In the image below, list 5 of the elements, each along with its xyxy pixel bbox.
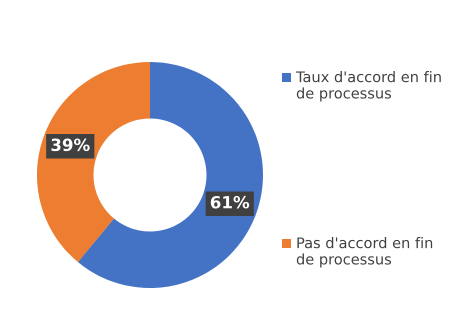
legend-label: Taux d'accord en fin de processus bbox=[296, 71, 441, 102]
data-label: 39% bbox=[51, 138, 90, 152]
donut-slice bbox=[37, 62, 150, 262]
legend-label: Pas d'accord en fin de processus bbox=[296, 237, 432, 268]
data-label: 61% bbox=[210, 196, 250, 209]
